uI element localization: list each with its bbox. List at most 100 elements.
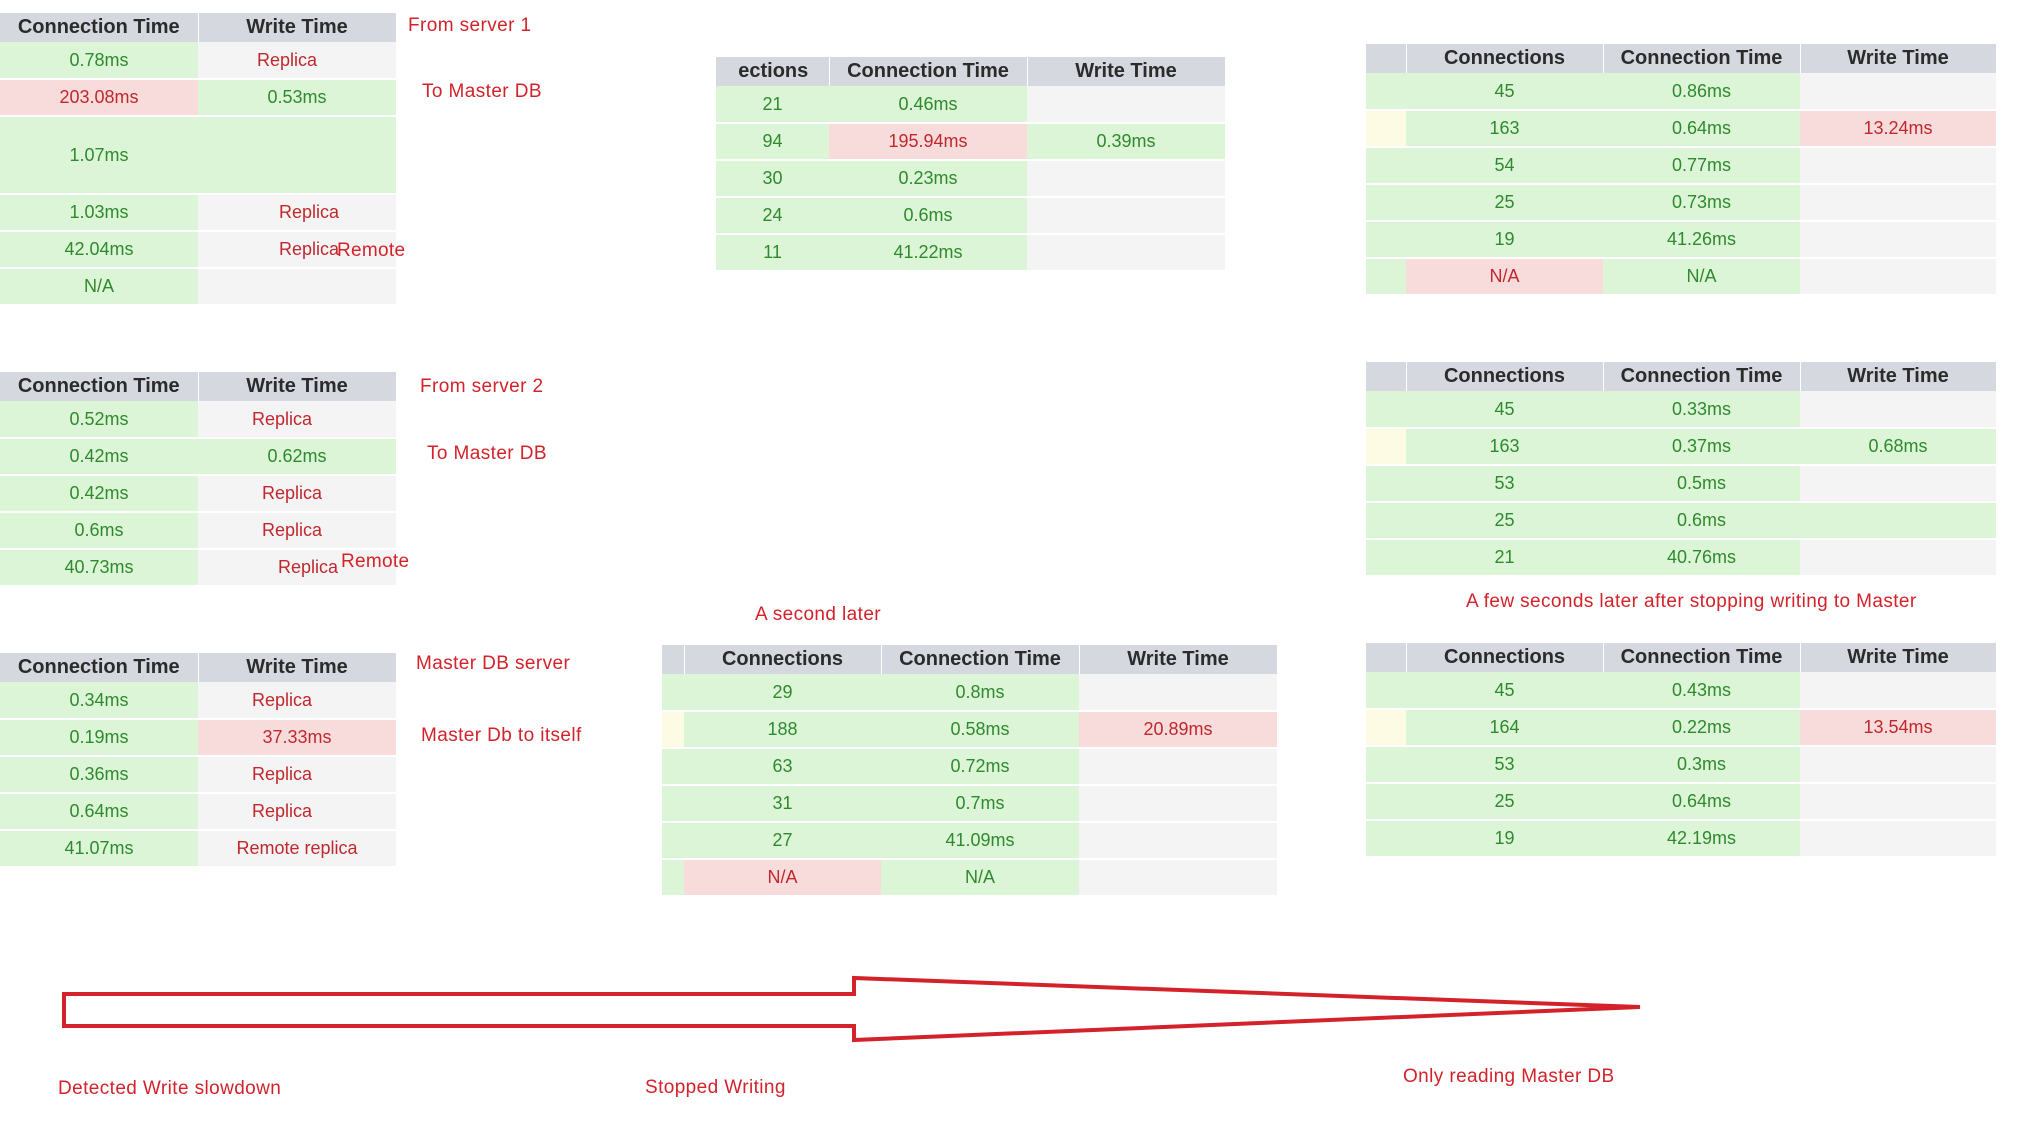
connection-time-cell: 0.86ms	[1603, 73, 1800, 111]
connection-time-cell: 40.76ms	[1603, 539, 1800, 577]
table-row: 29 0.8ms	[662, 674, 1277, 712]
connection-time-cell: 195.94ms	[829, 123, 1027, 161]
master-db-server-note: Master DB server	[416, 653, 571, 674]
table-row: 31 0.7ms	[662, 785, 1277, 823]
connections-cell: N/A	[684, 859, 881, 897]
write-time-cell: 37.33ms	[198, 719, 396, 757]
table-header-row: Connection Time Write Time	[0, 372, 397, 401]
row-header-gutter	[1366, 44, 1407, 73]
table-row: 25 0.6ms	[1366, 502, 1996, 540]
header-connections: Connections	[1406, 44, 1604, 73]
gutter-cell	[662, 822, 684, 860]
table-row: 63 0.72ms	[662, 748, 1277, 786]
connections-cell: 164	[1406, 709, 1603, 747]
gutter-cell	[1366, 110, 1406, 148]
write-time-cell	[198, 268, 396, 306]
connection-time-cell: 0.22ms	[1603, 709, 1800, 747]
write-time-cell	[1079, 674, 1277, 712]
connection-time-cell: 203.08ms	[0, 79, 198, 117]
server2-table: Connection Time Write Time 0.52ms Replic…	[0, 372, 397, 587]
connections-cell: 31	[684, 785, 881, 823]
table-row: 53 0.5ms	[1366, 465, 1996, 503]
connections-cell: 27	[684, 822, 881, 860]
connections-cell: 53	[1406, 746, 1603, 784]
write-time-cell: Remote replica	[198, 830, 396, 868]
connections-cell: 53	[1406, 465, 1603, 503]
write-time-cell	[1079, 859, 1277, 897]
table-header-row: Connection Time Write Time	[0, 653, 397, 682]
connections-cell: 163	[1406, 428, 1603, 466]
table-row: 0.64ms Replica	[0, 793, 396, 831]
table-row: 19 41.26ms	[1366, 221, 1996, 259]
connection-time-cell: 0.5ms	[1603, 465, 1800, 503]
detected-write-slowdown-label: Detected Write slowdown	[58, 1078, 282, 1099]
connection-time-cell: 0.7ms	[881, 785, 1079, 823]
from-server1-note: From server 1	[408, 15, 532, 36]
write-time-cell: Replica	[198, 549, 396, 587]
connection-time-cell: 0.6ms	[829, 197, 1027, 235]
table-row: 0.52ms Replica	[0, 401, 396, 439]
timeline-arrow	[62, 975, 1641, 1043]
connections-cell: 30	[716, 160, 829, 198]
header-write-time: Write Time	[198, 372, 397, 401]
header-connections: Connections	[1406, 362, 1604, 391]
row-header-gutter	[662, 645, 685, 674]
connections-cell: 45	[1406, 672, 1603, 710]
master-db-to-itself-note: Master Db to itself	[421, 725, 582, 746]
stopped-writing-label: Stopped Writing	[645, 1077, 786, 1098]
remote-note: Remote	[341, 551, 410, 572]
write-time-cell	[1800, 221, 1996, 259]
connection-time-cell: 0.64ms	[0, 793, 198, 831]
write-time-cell: Replica	[198, 512, 396, 550]
table-row: 0.42ms Replica	[0, 475, 396, 513]
connections-cell: 25	[1406, 783, 1603, 821]
connection-time-cell: 0.64ms	[1603, 110, 1800, 148]
table-row: 24 0.6ms	[716, 197, 1225, 235]
table-row: 0.78ms Replica	[0, 42, 396, 80]
table-row: 164 0.22ms 13.54ms	[1366, 709, 1996, 747]
table-row: 163 0.64ms 13.24ms	[1366, 110, 1996, 148]
table-header-row: Connections Connection Time Write Time	[662, 645, 1278, 674]
write-time-cell: 13.24ms	[1800, 110, 1996, 148]
connection-time-cell: 0.78ms	[0, 42, 198, 80]
header-write-time: Write Time	[1079, 645, 1278, 674]
connection-time-cell: 0.37ms	[1603, 428, 1800, 466]
connections-cell: 63	[684, 748, 881, 786]
connection-time-cell: 0.6ms	[1603, 502, 1800, 540]
table-row: 45 0.43ms	[1366, 672, 1996, 710]
connection-time-cell: 41.09ms	[881, 822, 1079, 860]
right-table-1: Connections Connection Time Write Time 4…	[1366, 44, 1997, 296]
table-row: 54 0.77ms	[1366, 147, 1996, 185]
connection-time-cell: 0.3ms	[1603, 746, 1800, 784]
connection-time-cell: 0.72ms	[881, 748, 1079, 786]
table-row: 30 0.23ms	[716, 160, 1225, 198]
write-time-cell: Replica	[198, 756, 396, 794]
header-connection-time: Connection Time	[0, 653, 199, 682]
mid-top-table: ections Connection Time Write Time 21 0.…	[716, 57, 1226, 272]
header-connection-time: Connection Time	[1603, 44, 1801, 73]
connection-time-cell: 41.22ms	[829, 234, 1027, 272]
write-time-cell: Replica	[198, 401, 396, 439]
header-connection-time: Connection Time	[0, 13, 199, 42]
connection-time-cell: 42.04ms	[0, 231, 198, 269]
gutter-cell	[662, 674, 684, 712]
connection-time-cell: 0.33ms	[1603, 391, 1800, 429]
connection-time-cell: 0.73ms	[1603, 184, 1800, 222]
connections-cell: N/A	[1406, 258, 1603, 296]
connection-time-cell: 1.03ms	[0, 194, 198, 232]
table-row: 163 0.37ms 0.68ms	[1366, 428, 1996, 466]
header-write-time: Write Time	[198, 13, 397, 42]
connections-cell: 21	[1406, 539, 1603, 577]
write-time-cell	[1800, 746, 1996, 784]
header-connection-time: Connection Time	[1603, 643, 1801, 672]
gutter-cell	[1366, 672, 1406, 710]
write-time-cell	[1800, 465, 1996, 503]
to-master-db-note: To Master DB	[427, 443, 547, 464]
table-row: 45 0.33ms	[1366, 391, 1996, 429]
header-write-time: Write Time	[1800, 643, 1997, 672]
table-row: 25 0.73ms	[1366, 184, 1996, 222]
connection-time-cell: 0.42ms	[0, 475, 198, 513]
table-row: 0.6ms Replica	[0, 512, 396, 550]
write-time-cell	[1079, 748, 1277, 786]
table-row: 21 0.46ms	[716, 86, 1225, 124]
